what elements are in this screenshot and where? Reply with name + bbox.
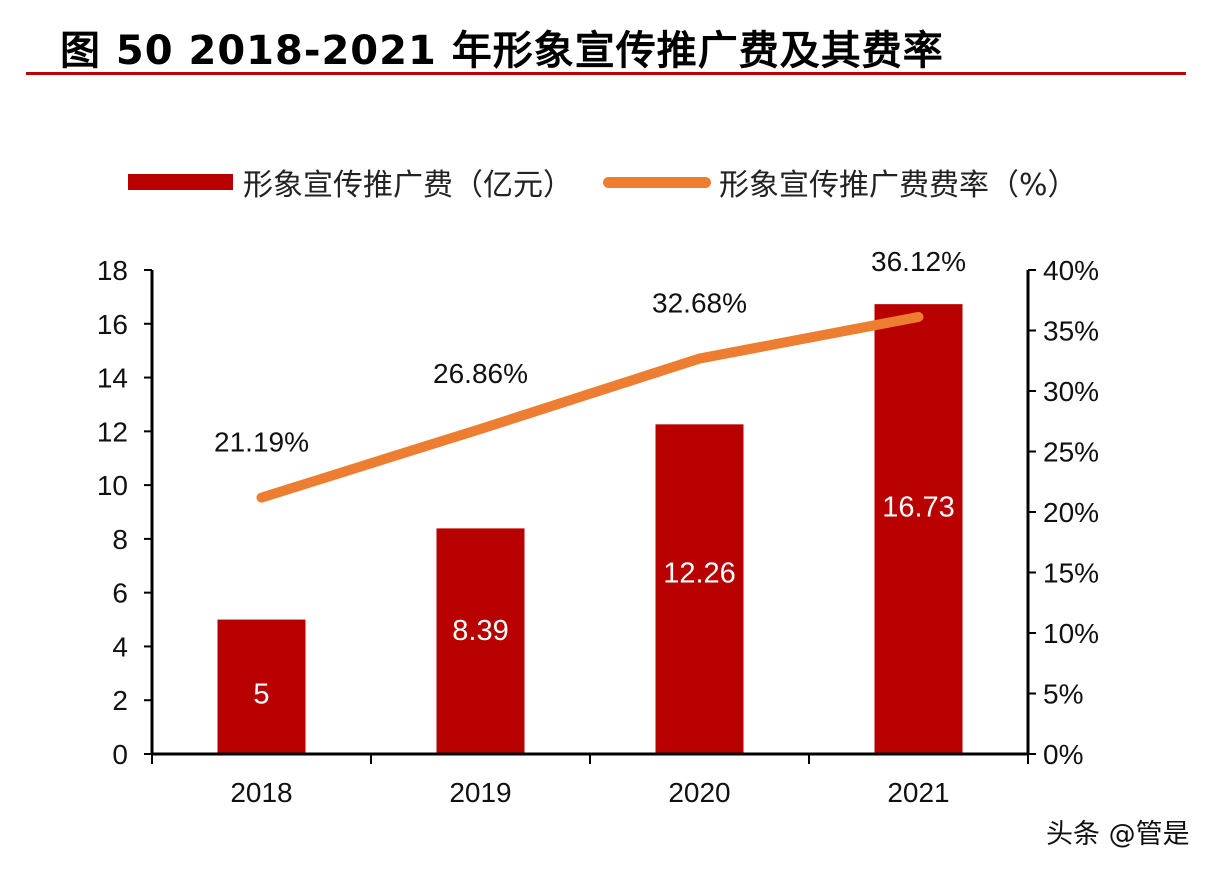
legend-label-line: 形象宣传推广费费率（%） (719, 168, 1078, 203)
watermark: 头条 @管是 (1046, 819, 1190, 850)
y-left-tick-label: 12 (97, 416, 128, 447)
line-data-label: 36.12% (871, 246, 966, 277)
y-left-tick-label: 10 (97, 470, 128, 501)
y-left-tick-label: 4 (112, 631, 128, 662)
y-right-tick-label: 10% (1043, 618, 1099, 649)
y-left-tick-label: 2 (112, 685, 128, 716)
y-right-tick-label: 35% (1043, 316, 1099, 347)
legend-swatch-bar (128, 174, 233, 190)
bar-data-label: 12.26 (663, 558, 736, 590)
y-right-tick-label: 30% (1043, 376, 1099, 407)
line-data-label: 32.68% (652, 288, 747, 319)
rate-point-2021 (917, 315, 920, 318)
x-tick-label: 2021 (887, 777, 949, 808)
title-rule (26, 72, 1186, 75)
x-tick-label: 2018 (230, 777, 292, 808)
y-left-tick-label: 0 (112, 739, 128, 770)
bar-2020 (655, 424, 744, 754)
legend-label-bar: 形象宣传推广费（亿元） (243, 168, 573, 203)
legend-swatch-line (603, 176, 711, 188)
y-right-tick-label: 25% (1043, 437, 1099, 468)
bar-data-label: 16.73 (882, 492, 955, 524)
y-left-tick-label: 18 (97, 255, 128, 286)
line-data-label: 21.19% (214, 427, 309, 458)
rate-point-2018 (260, 496, 263, 499)
bar-2019 (436, 528, 525, 754)
x-tick-label: 2020 (668, 777, 730, 808)
y-right-tick-label: 0% (1043, 739, 1083, 770)
chart-title: 图 50 2018-2021 年形象宣传推广费及其费率 (60, 28, 944, 74)
y-right-tick-label: 40% (1043, 255, 1099, 286)
bar-data-label: 8.39 (452, 615, 508, 647)
line-data-label: 26.86% (433, 358, 528, 389)
y-right-tick-label: 15% (1043, 558, 1099, 589)
y-left-tick-label: 6 (112, 578, 128, 609)
y-right-tick-label: 20% (1043, 497, 1099, 528)
rate-point-2019 (479, 427, 482, 430)
y-left-tick-label: 16 (97, 309, 128, 340)
bar-2018 (217, 619, 306, 754)
bar-data-label: 5 (253, 679, 269, 711)
x-tick-label: 2019 (449, 777, 511, 808)
legend: 形象宣传推广费（亿元） 形象宣传推广费费率（%） (128, 160, 1078, 204)
rate-point-2020 (698, 357, 701, 360)
y-right-tick-label: 5% (1043, 679, 1083, 710)
bar-2021 (874, 304, 963, 754)
rate-line (256, 311, 924, 503)
y-left-tick-label: 8 (112, 524, 128, 555)
y-left-tick-label: 14 (97, 363, 128, 394)
